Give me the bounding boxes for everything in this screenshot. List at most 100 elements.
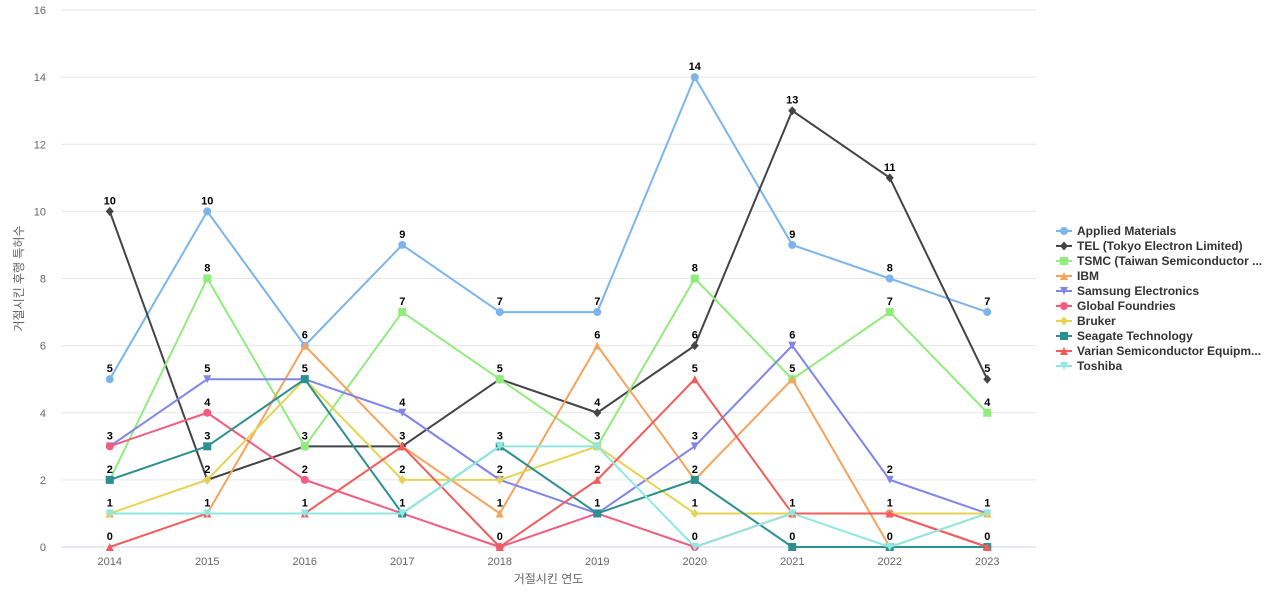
data-point[interactable] (495, 543, 504, 551)
y-tick-label: 4 (40, 408, 46, 420)
data-point[interactable] (105, 509, 114, 518)
data-point[interactable] (300, 442, 309, 451)
data-point[interactable] (105, 442, 114, 451)
data-point[interactable] (300, 375, 309, 384)
legend-marker[interactable] (1060, 241, 1068, 251)
data-point[interactable] (593, 475, 602, 484)
data-point[interactable] (690, 73, 699, 82)
data-label: 2 (594, 464, 600, 476)
data-point[interactable] (983, 308, 992, 317)
data-point[interactable] (690, 341, 699, 351)
data-point[interactable] (203, 475, 212, 485)
data-point[interactable] (983, 509, 992, 518)
data-point[interactable] (885, 308, 894, 317)
legend-item[interactable]: Applied Materials (1056, 224, 1177, 238)
legend-marker[interactable] (1060, 362, 1068, 370)
legend-marker[interactable] (1060, 272, 1068, 280)
data-label: 3 (107, 430, 113, 442)
data-point[interactable] (593, 408, 602, 418)
legend-item[interactable]: Samsung Electronics (1056, 284, 1199, 298)
legend-marker[interactable] (1060, 287, 1068, 295)
data-point[interactable] (105, 375, 114, 384)
data-label: 1 (302, 497, 308, 509)
legend-marker[interactable] (1060, 332, 1068, 340)
data-point[interactable] (495, 509, 504, 518)
data-label: 6 (692, 330, 698, 342)
data-point[interactable] (593, 509, 602, 518)
legend-marker[interactable] (1060, 227, 1068, 235)
data-point[interactable] (690, 375, 699, 384)
data-point[interactable] (105, 475, 114, 484)
data-point[interactable] (398, 509, 407, 518)
legend-marker[interactable] (1060, 257, 1068, 265)
data-point[interactable] (885, 509, 894, 518)
data-point[interactable] (300, 509, 309, 518)
data-point[interactable] (788, 106, 797, 116)
data-point[interactable] (203, 408, 212, 417)
series-0 (105, 73, 992, 384)
data-point[interactable] (690, 442, 699, 451)
data-point[interactable] (690, 475, 699, 484)
data-point[interactable] (495, 442, 504, 451)
data-point[interactable] (788, 509, 797, 518)
data-point[interactable] (398, 240, 407, 249)
legend-item[interactable]: TSMC (Taiwan Semiconductor ... (1056, 254, 1262, 268)
data-label: 1 (789, 497, 795, 509)
data-point[interactable] (495, 475, 504, 485)
legend-item[interactable]: Varian Semiconductor Equipm... (1056, 344, 1261, 358)
data-point[interactable] (885, 274, 894, 283)
data-point[interactable] (983, 374, 992, 384)
data-point[interactable] (203, 375, 212, 384)
legend-item[interactable]: Bruker (1056, 314, 1116, 328)
data-point[interactable] (885, 173, 894, 183)
data-label: 2 (204, 464, 210, 476)
data-point[interactable] (203, 442, 212, 451)
data-point[interactable] (398, 308, 407, 317)
data-point[interactable] (788, 341, 797, 350)
data-point[interactable] (105, 206, 114, 216)
legend-item[interactable]: Global Foundries (1056, 299, 1176, 313)
data-point[interactable] (495, 375, 504, 384)
legend-item[interactable]: Seagate Technology (1056, 329, 1193, 343)
series-line[interactable] (108, 344, 989, 515)
data-label: 5 (204, 363, 210, 375)
data-point[interactable] (690, 508, 699, 518)
data-point[interactable] (593, 308, 602, 317)
data-point[interactable] (593, 341, 602, 350)
data-point[interactable] (203, 509, 212, 518)
x-tick-label: 2023 (975, 556, 999, 568)
legend-item[interactable]: Toshiba (1056, 359, 1122, 373)
data-point[interactable] (398, 475, 407, 485)
series-line[interactable] (108, 445, 989, 548)
data-point[interactable] (788, 240, 797, 249)
legend-marker[interactable] (1060, 347, 1068, 355)
data-point[interactable] (983, 543, 992, 551)
data-point[interactable] (203, 274, 212, 283)
data-point[interactable] (885, 475, 894, 484)
legend-marker[interactable] (1060, 302, 1068, 310)
series-line[interactable] (108, 378, 989, 548)
data-point[interactable] (690, 543, 699, 551)
data-point[interactable] (203, 207, 212, 216)
legend-item[interactable]: IBM (1056, 269, 1099, 283)
data-point[interactable] (300, 475, 309, 484)
data-point[interactable] (788, 375, 797, 384)
data-label: 1 (399, 497, 405, 509)
data-point[interactable] (885, 543, 894, 551)
series-line[interactable] (108, 109, 989, 481)
data-point[interactable] (593, 442, 602, 451)
data-point[interactable] (398, 442, 407, 451)
data-point[interactable] (983, 408, 992, 417)
data-point[interactable] (690, 274, 699, 283)
data-point[interactable] (105, 543, 114, 551)
data-point[interactable] (495, 308, 504, 317)
data-point[interactable] (398, 408, 407, 417)
series-line[interactable] (108, 76, 989, 381)
data-label: 7 (399, 296, 405, 308)
data-point[interactable] (300, 341, 309, 350)
legend-label: IBM (1077, 269, 1099, 283)
legend-item[interactable]: TEL (Tokyo Electron Limited) (1056, 239, 1243, 253)
series-line[interactable] (108, 277, 989, 481)
data-point[interactable] (788, 543, 797, 551)
legend-marker[interactable] (1060, 316, 1068, 326)
